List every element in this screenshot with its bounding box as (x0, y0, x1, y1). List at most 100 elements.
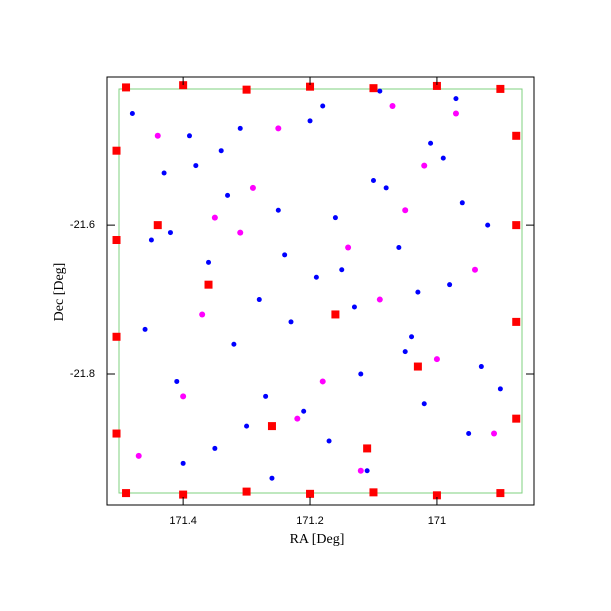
point (432, 491, 441, 500)
point (491, 430, 498, 437)
point (112, 236, 121, 245)
point (512, 221, 521, 230)
point (154, 132, 161, 139)
point (369, 488, 378, 497)
point (180, 393, 187, 400)
point (440, 155, 446, 161)
point (396, 244, 402, 250)
point (153, 221, 162, 230)
point (179, 490, 188, 499)
point (122, 83, 131, 92)
point (313, 274, 319, 280)
point (377, 88, 383, 94)
y-tick-label: -21.6 (70, 219, 95, 231)
point (218, 148, 224, 154)
point (478, 364, 484, 370)
point (326, 438, 332, 444)
point (409, 334, 415, 340)
point (402, 349, 408, 355)
point (267, 422, 276, 431)
point (204, 280, 213, 289)
point (433, 356, 440, 363)
point (512, 414, 521, 423)
point (485, 222, 491, 228)
x-tick-label: 171.4 (169, 515, 197, 527)
point (358, 371, 364, 377)
point (256, 297, 262, 303)
point (244, 423, 250, 429)
point (512, 317, 521, 326)
point (242, 487, 251, 496)
point (370, 177, 376, 183)
point (331, 310, 340, 319)
point (466, 431, 472, 437)
point (225, 192, 231, 198)
point (447, 282, 453, 288)
point (459, 200, 465, 206)
plot-frame (106, 76, 535, 506)
point (249, 184, 256, 191)
point (320, 103, 326, 109)
point (275, 125, 282, 132)
point (275, 207, 281, 213)
point (389, 103, 396, 110)
y-tick-label: -21.8 (70, 368, 95, 380)
point (306, 82, 315, 91)
point (496, 84, 505, 93)
point (180, 460, 186, 466)
point (206, 259, 212, 265)
x-tick-label: 171 (428, 515, 446, 527)
point (135, 452, 142, 459)
point (263, 393, 269, 399)
point (242, 85, 251, 94)
point (421, 401, 427, 407)
point (301, 408, 307, 414)
point (339, 267, 345, 273)
point (428, 140, 434, 146)
point (186, 133, 192, 139)
point (129, 110, 135, 116)
point (351, 304, 357, 310)
point (212, 445, 218, 451)
point (288, 319, 294, 325)
point (376, 296, 383, 303)
point (306, 489, 315, 498)
point (237, 229, 244, 236)
point (432, 81, 441, 90)
point (452, 110, 459, 117)
point (421, 162, 428, 169)
point (497, 386, 503, 392)
point (211, 214, 218, 221)
point (269, 475, 275, 481)
point (364, 468, 370, 474)
point (112, 429, 121, 438)
point (231, 341, 237, 347)
point (402, 207, 409, 214)
point (357, 467, 364, 474)
point (282, 252, 288, 258)
point (148, 237, 154, 243)
point (453, 96, 459, 102)
point (512, 131, 521, 140)
point (193, 163, 199, 169)
point (415, 289, 421, 295)
point (122, 489, 131, 498)
plot-area (112, 81, 523, 500)
point (345, 244, 352, 251)
point (237, 125, 243, 131)
point (496, 489, 505, 498)
x-tick-label: 171.2 (296, 515, 324, 527)
point (383, 185, 389, 191)
point (294, 415, 301, 422)
point (161, 170, 167, 176)
point (179, 81, 188, 90)
y-axis-label: Dec [Deg] (52, 263, 67, 322)
point (332, 215, 338, 221)
point (471, 266, 478, 273)
point (142, 326, 148, 332)
point (363, 444, 372, 453)
point (413, 362, 422, 371)
